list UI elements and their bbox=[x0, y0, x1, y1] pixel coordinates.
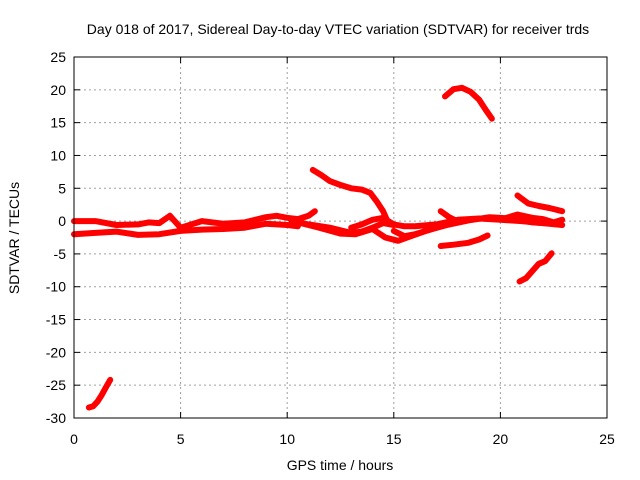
y-tick-label: 15 bbox=[50, 115, 66, 131]
y-tick-label: -15 bbox=[46, 312, 66, 328]
series-track-upper-arc bbox=[442, 84, 495, 122]
y-tick-label: 5 bbox=[58, 180, 66, 196]
y-tick-label: 20 bbox=[50, 82, 66, 98]
y-tick-label: -30 bbox=[46, 410, 66, 426]
x-tick-label: 25 bbox=[599, 431, 615, 447]
series-track-right-low bbox=[516, 250, 555, 285]
series-track-baseline-lower bbox=[71, 220, 301, 238]
series-track-mid-hump bbox=[309, 166, 391, 225]
series-track-mid-d bbox=[390, 214, 557, 240]
data-layer bbox=[71, 84, 566, 411]
x-tick-label: 5 bbox=[177, 431, 185, 447]
y-tick-label: -25 bbox=[46, 377, 66, 393]
y-axis-label: SDTVAR / TECUs bbox=[6, 182, 22, 294]
series-track-dip-right bbox=[437, 208, 459, 224]
y-tick-label: 0 bbox=[58, 213, 66, 229]
x-tick-label: 20 bbox=[493, 431, 509, 447]
x-tick-label: 10 bbox=[279, 431, 295, 447]
x-tick-label: 0 bbox=[70, 431, 78, 447]
y-tick-label: -10 bbox=[46, 279, 66, 295]
series-track-lower-right bbox=[437, 232, 491, 249]
series-track-right-upper bbox=[514, 192, 566, 215]
plot-frame bbox=[73, 56, 608, 419]
chart-title: Day 018 of 2017, Sidereal Day-to-day VTE… bbox=[87, 21, 589, 37]
x-tick-label: 15 bbox=[386, 431, 402, 447]
series-track-low-left bbox=[85, 376, 114, 411]
y-tick-label: -5 bbox=[54, 246, 67, 262]
y-tick-label: -20 bbox=[46, 344, 66, 360]
y-tick-label: 10 bbox=[50, 147, 66, 163]
grid-layer bbox=[74, 57, 607, 418]
x-axis-label: GPS time / hours bbox=[287, 457, 394, 473]
series-track-right-mid bbox=[503, 211, 566, 226]
y-tick-label: 25 bbox=[50, 49, 66, 65]
